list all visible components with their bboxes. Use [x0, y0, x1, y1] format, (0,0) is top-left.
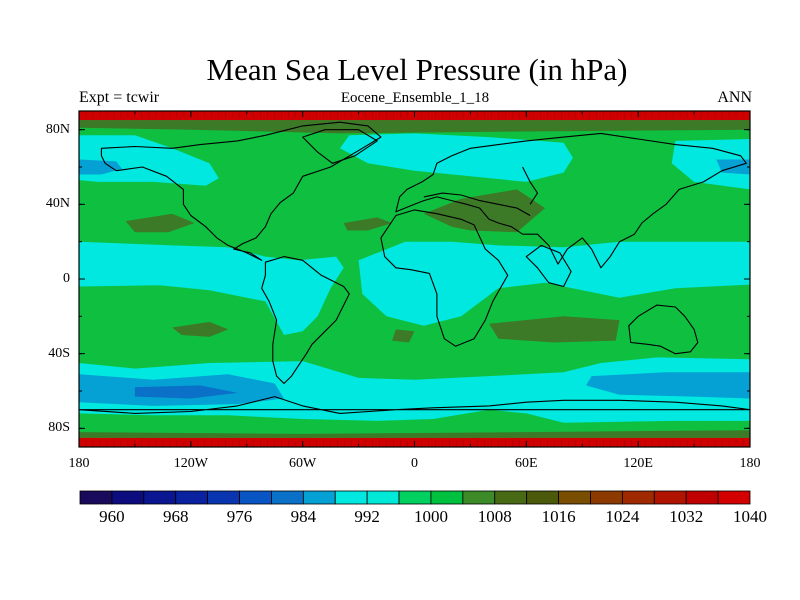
north-pacific-high: [125, 213, 195, 233]
colorbar-label: 968: [162, 507, 189, 526]
south-america-coast: [261, 256, 350, 385]
lon-label: 120W: [173, 456, 208, 471]
colorbar-box: [79, 490, 113, 505]
colorbar-box: [398, 490, 432, 505]
colorbar-box: [494, 490, 528, 505]
lat-label: 80N: [45, 121, 70, 137]
turgai-seaway-coast: [522, 166, 539, 205]
ensemble-label: Eocene_Ensemble_1_18: [340, 90, 490, 106]
southern-ocean-low-core: [134, 385, 238, 399]
bering-low: [671, 139, 750, 190]
pressure-field: [78, 111, 750, 447]
south-indian-high: [489, 316, 620, 343]
greenland-coast: [302, 129, 378, 164]
colorbar-box: [430, 490, 464, 505]
coastlines: [78, 121, 751, 414]
lon-label: 180: [68, 456, 90, 471]
colorbar-label: 1016: [541, 507, 576, 526]
africa-coast: [380, 209, 509, 347]
colorbar-box: [653, 490, 687, 505]
india-coast: [525, 244, 572, 288]
colorbar-label: 1032: [669, 507, 704, 526]
colorbar-label: 1040: [733, 507, 767, 526]
southern-ocean-low-mid-east: [586, 372, 750, 399]
season-label: ANN: [717, 89, 752, 106]
equatorial-pacific-belt: [79, 264, 257, 287]
colorbar-box: [175, 490, 209, 505]
colorbar-box: [302, 490, 336, 505]
north-atlantic-high: [343, 217, 393, 231]
colorbar-box: [685, 490, 719, 505]
colorbar-box: [207, 490, 240, 505]
colorbar-box: [526, 490, 559, 505]
colorbar-box: [717, 490, 751, 505]
tethys-coast: [423, 192, 531, 216]
lon-label: 0: [411, 456, 418, 471]
colorbar-box: [239, 490, 272, 505]
colorbar-box: [590, 490, 623, 505]
antarctic-high: [79, 430, 750, 438]
south-pacific-high: [172, 321, 229, 337]
colorbar-box: [143, 490, 177, 505]
lat-label: 0: [63, 271, 70, 286]
colorbar: [79, 490, 751, 505]
colorbar-box: [334, 490, 368, 505]
colorbar-box: [462, 490, 496, 505]
experiment-label: Expt = tcwir: [79, 89, 160, 106]
lat-label: 40S: [48, 345, 70, 361]
north-america-coast: [100, 121, 382, 261]
axis-ticks: [78, 111, 751, 447]
colorbar-box: [558, 490, 591, 505]
lat-label: 40N: [45, 196, 70, 212]
colorbar-box: [271, 490, 304, 505]
colorbar-label: 1024: [605, 507, 640, 526]
lon-label: 60E: [515, 456, 538, 471]
colorbar-box: [621, 490, 655, 505]
lon-label: 120E: [623, 456, 653, 471]
arctic-high: [79, 120, 750, 134]
lat-label: 80S: [48, 420, 70, 436]
map-title: Mean Sea Level Pressure (in hPa): [206, 52, 628, 87]
tropical-low-america: [79, 241, 344, 335]
australia-coast: [628, 304, 699, 355]
colorbar-label: 976: [226, 507, 253, 526]
north-pacific-low-core: [79, 159, 122, 175]
southern-ocean-low: [79, 357, 750, 423]
asia-high: [423, 189, 545, 233]
atlantic-siberia-low: [339, 133, 573, 182]
south-atlantic-high: [392, 329, 415, 343]
colorbar-label: 1000: [413, 507, 448, 526]
colorbar-label: 1008: [477, 507, 512, 526]
lon-label: 60W: [289, 456, 317, 471]
lon-label: 180: [739, 456, 761, 471]
colorbar-label: 992: [354, 507, 380, 526]
colorbar-label: 984: [290, 507, 317, 526]
europe-asia-coast: [395, 132, 747, 269]
antarctica-coast: [78, 396, 751, 414]
colorbar-box: [111, 490, 145, 505]
colorbar-box: [366, 490, 400, 505]
colorbar-label: 960: [99, 507, 125, 526]
